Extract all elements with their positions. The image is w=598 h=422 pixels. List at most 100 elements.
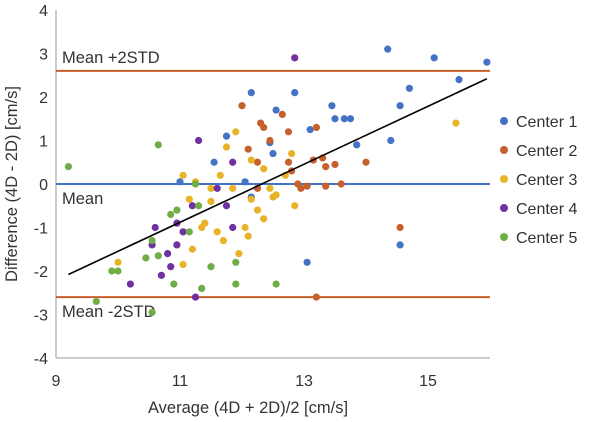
data-point <box>195 202 203 210</box>
trend-line-group <box>68 78 488 276</box>
data-point <box>266 184 274 192</box>
data-point <box>328 102 336 110</box>
data-point <box>216 171 224 179</box>
data-point <box>396 223 404 232</box>
y-tick-label: -2 <box>34 264 48 281</box>
data-point <box>191 293 200 301</box>
data-point <box>452 119 460 127</box>
y-tick-label: -4 <box>34 351 48 368</box>
data-point <box>272 280 280 288</box>
data-point <box>222 132 231 140</box>
x-tick-label: 11 <box>172 373 189 390</box>
y-tick-label: 1 <box>39 134 48 151</box>
data-point <box>173 206 181 214</box>
data-point <box>387 136 395 145</box>
data-point <box>114 258 122 266</box>
legend-label: Center 2 <box>516 143 577 160</box>
data-point <box>207 184 215 192</box>
data-point <box>455 76 463 84</box>
data-point <box>92 297 100 306</box>
data-point <box>164 250 172 258</box>
data-point <box>210 158 218 166</box>
data-point <box>405 84 413 92</box>
reference-lines: Mean +2STD Mean Mean -2STD <box>56 49 490 321</box>
data-point <box>176 178 184 186</box>
x-tick-label: 15 <box>419 373 437 390</box>
data-point <box>195 136 203 145</box>
y-axis-title: Difference (4D - 2D) [cm/s] <box>3 86 21 282</box>
data-point <box>188 245 196 253</box>
data-point <box>322 163 330 171</box>
data-point <box>167 210 175 219</box>
data-point <box>244 145 252 153</box>
legend-marker <box>500 233 508 241</box>
legend-marker <box>500 204 508 212</box>
data-point <box>346 115 355 123</box>
data-point <box>384 45 392 53</box>
data-point <box>241 223 249 232</box>
data-points <box>64 45 491 316</box>
data-point <box>269 149 277 158</box>
data-point <box>241 178 249 186</box>
data-point <box>126 280 134 288</box>
data-point <box>64 163 72 171</box>
data-point <box>430 54 438 62</box>
data-point <box>207 197 215 205</box>
legend-marker <box>500 175 508 183</box>
data-point <box>229 223 237 232</box>
y-tick-label: 4 <box>39 3 48 20</box>
data-point <box>213 184 221 192</box>
data-point <box>331 160 339 169</box>
data-point <box>337 180 345 188</box>
data-point <box>207 263 215 271</box>
data-point <box>185 228 193 236</box>
data-point <box>232 258 240 266</box>
y-tick-label: 3 <box>39 47 48 64</box>
data-point <box>213 228 221 236</box>
data-point <box>396 241 404 249</box>
data-point <box>278 110 286 118</box>
data-point <box>312 293 320 301</box>
legend-label: Center 4 <box>516 201 577 218</box>
data-point <box>179 171 187 179</box>
reference-line-label: Mean -2STD <box>62 303 156 321</box>
data-point <box>229 184 237 192</box>
y-tick-label: 0 <box>39 177 48 194</box>
data-point <box>238 102 246 110</box>
data-point <box>260 215 268 223</box>
data-point <box>288 149 296 158</box>
y-tick-label: -3 <box>34 308 48 325</box>
data-point <box>247 156 255 164</box>
data-point <box>291 89 299 97</box>
data-point <box>291 54 299 62</box>
data-point <box>142 254 150 262</box>
tick-labels: -4 -3 -2 -1 0 1 2 3 4 9 11 13 15 <box>34 3 437 390</box>
data-point <box>154 252 162 260</box>
data-point <box>331 115 339 123</box>
data-point <box>253 158 262 166</box>
data-point <box>151 223 159 232</box>
y-tick-label: -1 <box>34 221 48 238</box>
data-point <box>247 89 255 97</box>
x-tick-label: 9 <box>52 373 61 390</box>
data-point <box>291 202 299 210</box>
data-point <box>154 141 162 149</box>
data-point <box>170 280 178 288</box>
data-point <box>303 258 311 266</box>
y-tick-label: 2 <box>39 90 48 107</box>
data-point <box>148 308 156 316</box>
legend: Center 1 Center 2 Center 3 Center 4 Center 5 <box>500 114 577 247</box>
data-point <box>198 223 206 232</box>
data-point <box>396 102 404 110</box>
data-point <box>269 193 277 201</box>
data-point <box>148 236 156 245</box>
legend-label: Center 1 <box>516 114 577 131</box>
data-point <box>362 158 370 166</box>
data-point <box>312 123 320 132</box>
data-point <box>114 267 122 275</box>
data-point <box>157 271 165 279</box>
legend-marker <box>500 146 508 154</box>
data-point <box>108 267 116 275</box>
data-point <box>260 123 268 132</box>
